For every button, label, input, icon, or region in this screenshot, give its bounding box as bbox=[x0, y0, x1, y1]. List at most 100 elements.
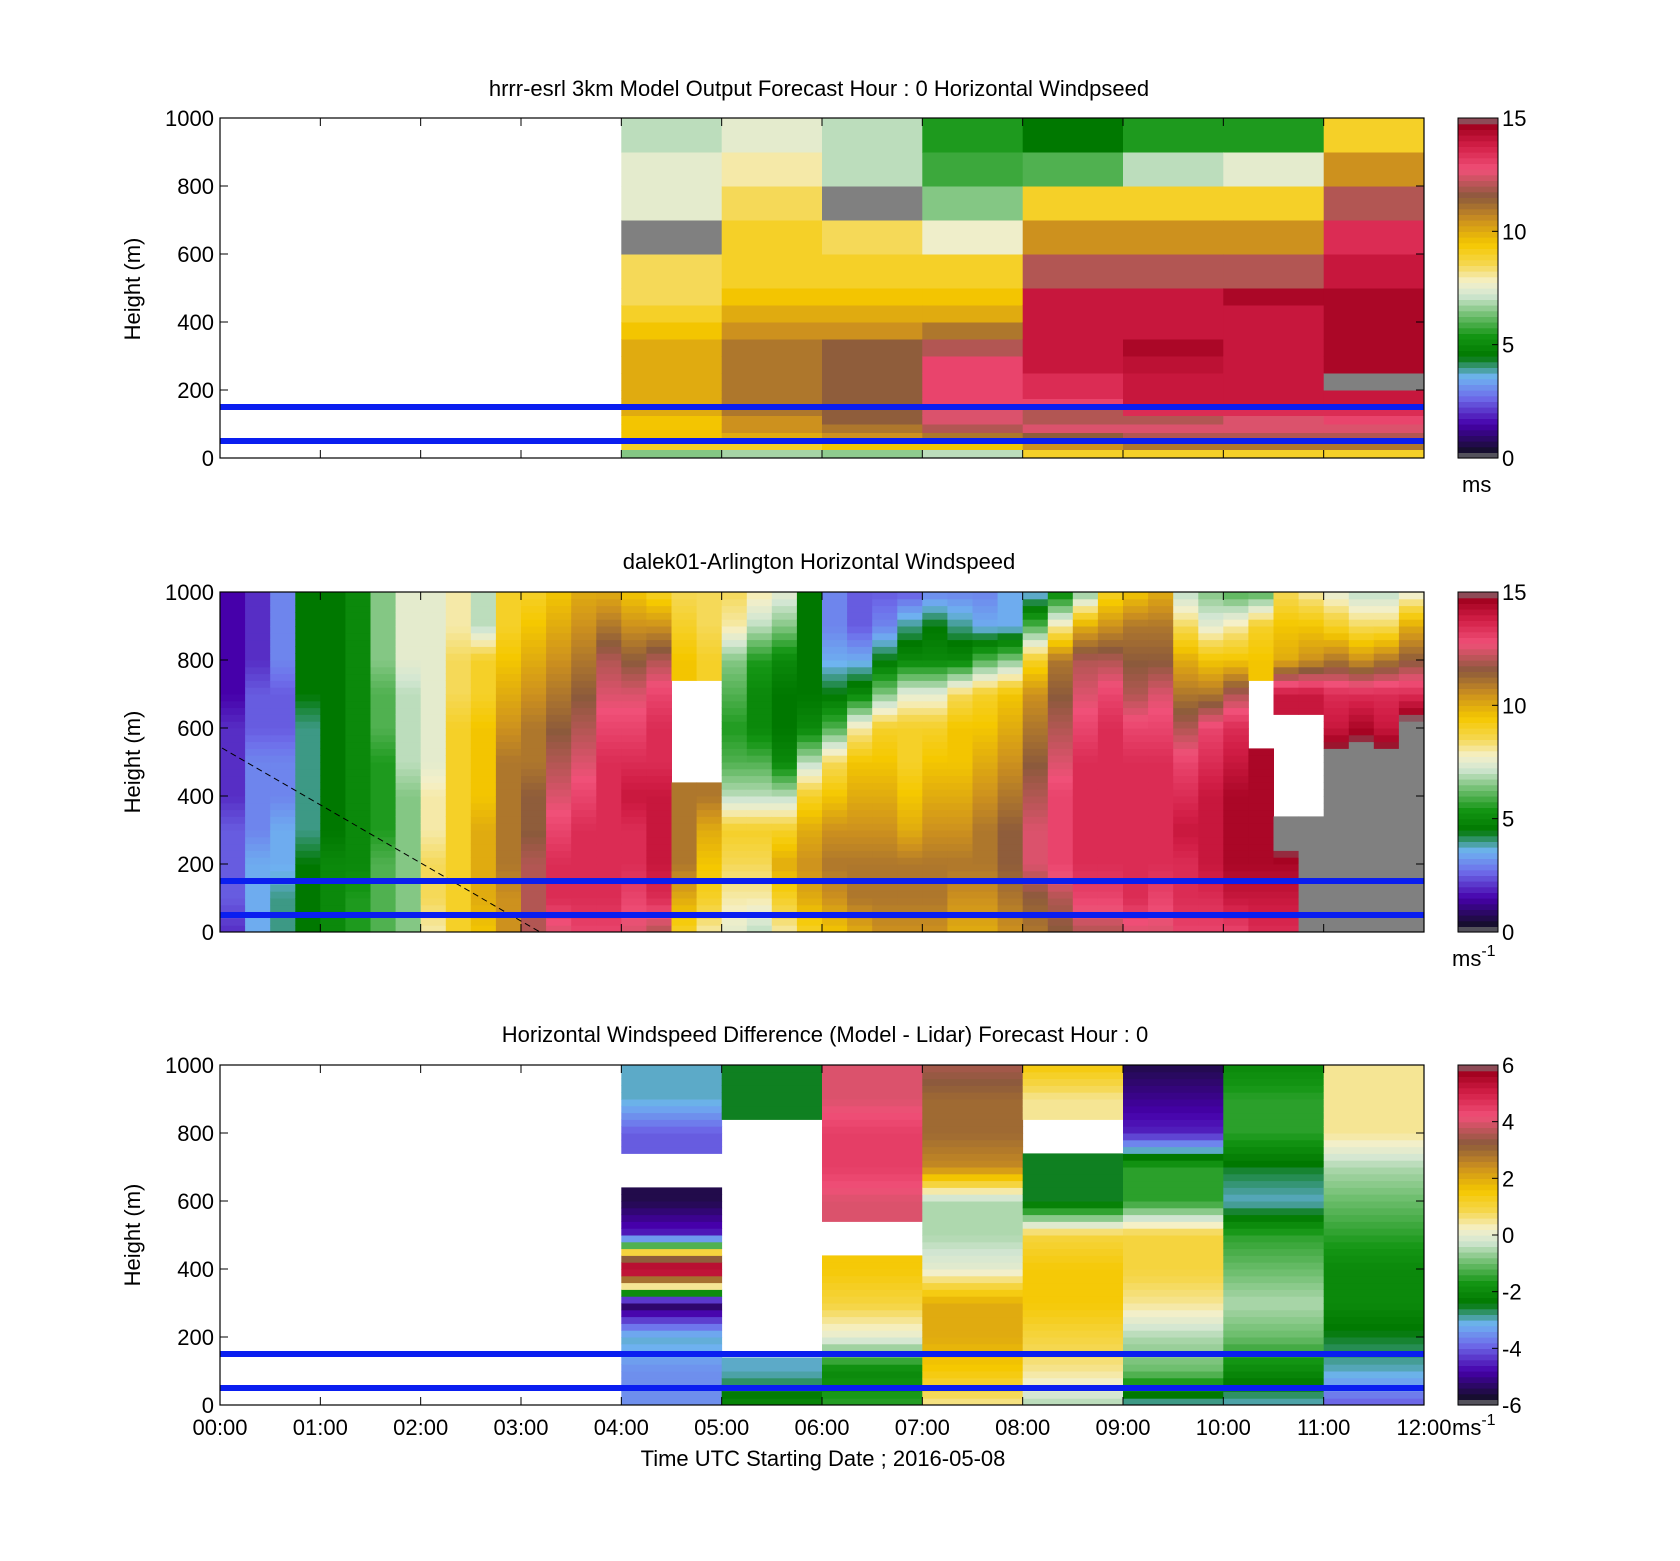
heatmap-cell bbox=[646, 891, 672, 899]
heatmap-cell bbox=[1022, 1173, 1124, 1182]
heatmap-cell bbox=[270, 925, 296, 933]
heatmap-cell bbox=[721, 398, 823, 408]
colorbar-segment bbox=[1458, 271, 1498, 278]
heatmap-cell bbox=[1198, 660, 1224, 668]
heatmap-cell bbox=[1022, 1371, 1124, 1379]
heatmap-cell bbox=[947, 762, 973, 770]
colorbar-segment bbox=[1458, 660, 1498, 667]
heatmap-cell bbox=[796, 721, 823, 729]
heatmap-cell bbox=[922, 782, 948, 790]
colorbar-unit: ms-1 bbox=[1452, 943, 1496, 971]
heatmap-cell bbox=[646, 666, 672, 675]
heatmap-cell bbox=[721, 598, 748, 607]
heatmap-cell bbox=[395, 870, 422, 879]
heatmap-cell bbox=[646, 796, 672, 804]
heatmap-cell bbox=[1348, 734, 1375, 743]
heatmap-cell bbox=[822, 1194, 923, 1202]
heatmap-cell bbox=[1022, 441, 1124, 450]
heatmap-cell bbox=[847, 830, 873, 838]
heatmap-cell bbox=[445, 898, 472, 906]
heatmap-cell bbox=[1148, 619, 1174, 627]
heatmap-cell bbox=[245, 816, 271, 824]
heatmap-cell bbox=[822, 632, 848, 641]
heatmap-cell bbox=[1323, 1282, 1425, 1290]
heatmap-cell bbox=[897, 809, 923, 817]
heatmap-cell bbox=[1173, 850, 1199, 858]
heatmap-cell bbox=[997, 714, 1024, 722]
y-tick-label: 200 bbox=[177, 1325, 214, 1350]
heatmap-cell bbox=[521, 755, 547, 763]
heatmap-cell bbox=[1273, 884, 1300, 892]
heatmap-cell bbox=[1223, 823, 1249, 831]
heatmap-cell bbox=[1123, 836, 1149, 845]
heatmap-cell bbox=[621, 1085, 723, 1093]
heatmap-cell bbox=[1298, 857, 1325, 865]
heatmap-cell bbox=[872, 673, 898, 681]
heatmap-cell bbox=[746, 728, 773, 736]
heatmap-cell bbox=[571, 904, 597, 913]
heatmap-cell bbox=[1123, 288, 1224, 306]
heatmap-cell bbox=[771, 619, 798, 627]
heatmap-cell bbox=[470, 809, 497, 817]
heatmap-cell bbox=[420, 857, 447, 865]
heatmap-cell bbox=[1072, 789, 1099, 797]
heatmap-cell bbox=[947, 734, 973, 743]
heatmap-cell bbox=[872, 653, 898, 661]
heatmap-cell bbox=[1123, 432, 1224, 442]
heatmap-cell bbox=[1148, 762, 1174, 770]
heatmap-cell bbox=[1022, 632, 1049, 641]
heatmap-cell bbox=[596, 755, 622, 763]
heatmap-cell bbox=[1123, 1262, 1224, 1270]
heatmap-cell bbox=[470, 884, 497, 892]
heatmap-cell bbox=[1273, 612, 1300, 620]
heatmap-cell bbox=[1323, 592, 1350, 600]
heatmap-cell bbox=[897, 748, 923, 756]
heatmap-cell bbox=[872, 598, 898, 607]
heatmap-cell bbox=[1348, 762, 1375, 770]
heatmap-cell bbox=[270, 700, 296, 709]
heatmap-cell bbox=[696, 782, 723, 790]
heatmap-cell bbox=[571, 789, 597, 797]
heatmap-cell bbox=[1173, 646, 1199, 654]
heatmap-cell bbox=[1348, 898, 1375, 906]
heatmap-cell bbox=[696, 802, 723, 811]
heatmap-cell bbox=[1022, 898, 1049, 906]
heatmap-cell bbox=[1022, 714, 1049, 722]
heatmap-cell bbox=[245, 660, 271, 668]
heatmap-cell bbox=[1223, 802, 1249, 811]
heatmap-cell bbox=[1173, 700, 1199, 709]
heatmap-cell bbox=[320, 884, 346, 892]
colorbar-segment bbox=[1458, 796, 1498, 803]
colorbar-tick-label: 15 bbox=[1502, 580, 1526, 605]
heatmap-cell bbox=[345, 904, 371, 913]
colorbar-segment bbox=[1458, 609, 1498, 616]
heatmap-cell bbox=[847, 870, 873, 879]
heatmap-cell bbox=[696, 884, 723, 892]
colorbar-segment bbox=[1458, 418, 1498, 425]
heatmap-cell bbox=[245, 796, 271, 804]
heatmap-cell bbox=[295, 646, 321, 654]
heatmap-cell bbox=[521, 789, 547, 797]
heatmap-cell bbox=[822, 666, 848, 675]
heatmap-cell bbox=[1223, 632, 1249, 641]
heatmap-cell bbox=[470, 612, 497, 620]
heatmap-cell bbox=[872, 700, 898, 709]
heatmap-cell bbox=[847, 884, 873, 892]
heatmap-cell bbox=[822, 1391, 923, 1399]
heatmap-cell bbox=[1022, 1071, 1124, 1080]
heatmap-cell bbox=[1248, 768, 1274, 777]
heatmap-cell bbox=[320, 802, 346, 811]
heatmap-cell bbox=[546, 653, 572, 661]
heatmap-cell bbox=[947, 891, 973, 899]
heatmap-cell bbox=[1323, 1146, 1425, 1154]
heatmap-cell bbox=[395, 918, 422, 926]
heatmap-cell bbox=[947, 680, 973, 688]
heatmap-cell bbox=[495, 836, 522, 845]
heatmap-cell bbox=[1198, 857, 1224, 865]
heatmap-cell bbox=[596, 660, 622, 668]
heatmap-cell bbox=[646, 870, 672, 879]
heatmap-cell bbox=[571, 673, 597, 681]
heatmap-cell bbox=[621, 1269, 723, 1277]
heatmap-cell bbox=[370, 619, 397, 627]
heatmap-cell bbox=[1198, 694, 1224, 702]
